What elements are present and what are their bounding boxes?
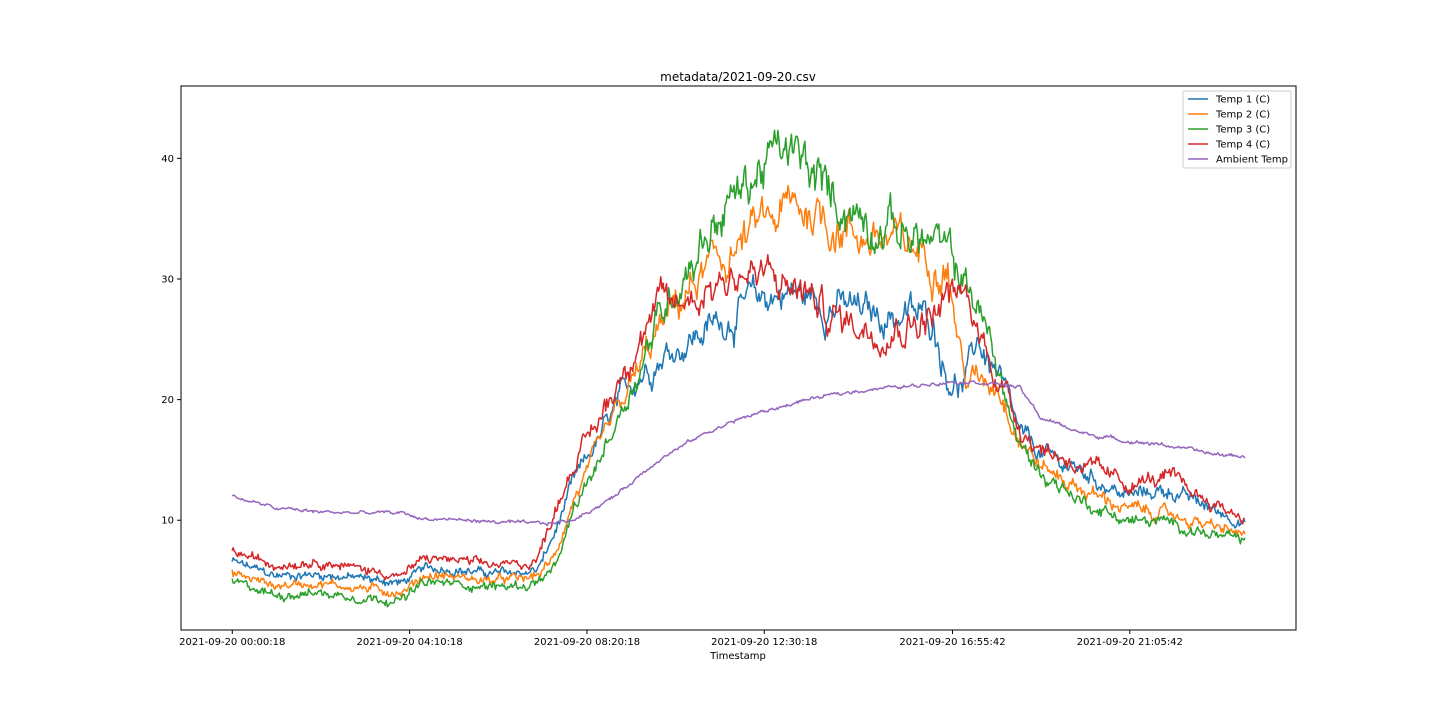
x-tick-label: 2021-09-20 04:10:18 [357, 637, 463, 648]
y-tick-label: 20 [161, 395, 174, 406]
legend-label: Temp 2 (C) [1215, 110, 1270, 121]
legend-label: Temp 4 (C) [1215, 140, 1270, 151]
y-tick-label: 10 [161, 516, 174, 527]
legend-label: Ambient Temp [1216, 155, 1288, 166]
chart-title: metadata/2021-09-20.csv [660, 70, 816, 84]
x-tick-label: 2021-09-20 12:30:18 [711, 637, 817, 648]
legend-label: Temp 3 (C) [1215, 125, 1270, 136]
legend-items: Temp 1 (C) Temp 2 (C) Temp 3 (C) Temp 4 (C)… [1188, 95, 1288, 166]
x-axis-label: Timestamp [709, 651, 766, 662]
x-tick-label: 2021-09-20 00:00:18 [179, 637, 285, 648]
series-line-5 [231, 380, 1246, 527]
series-line-2 [231, 184, 1246, 598]
x-tick-label: 2021-09-20 21:05:42 [1077, 637, 1183, 648]
x-axis-ticks: 2021-09-20 00:00:18 2021-09-20 04:10:18 20… [179, 630, 1183, 648]
x-tick-label: 2021-09-20 08:20:18 [534, 637, 640, 648]
y-tick-label: 40 [161, 154, 174, 165]
x-tick-label: 2021-09-20 16:55:42 [899, 637, 1005, 648]
plot-area [180, 85, 1297, 631]
series-lines [231, 129, 1246, 608]
series-line-4 [231, 254, 1245, 581]
legend: Temp 1 (C) Temp 2 (C) Temp 3 (C) Temp 4 (C)… [1182, 90, 1292, 169]
series-line-3 [231, 129, 1246, 608]
y-tick-label: 30 [161, 274, 174, 285]
legend-box [1182, 90, 1292, 169]
y-axis-ticks: 10 20 30 40 [161, 154, 181, 527]
axes-frame [180, 85, 1297, 631]
legend-label: Temp 1 (C) [1215, 95, 1270, 106]
